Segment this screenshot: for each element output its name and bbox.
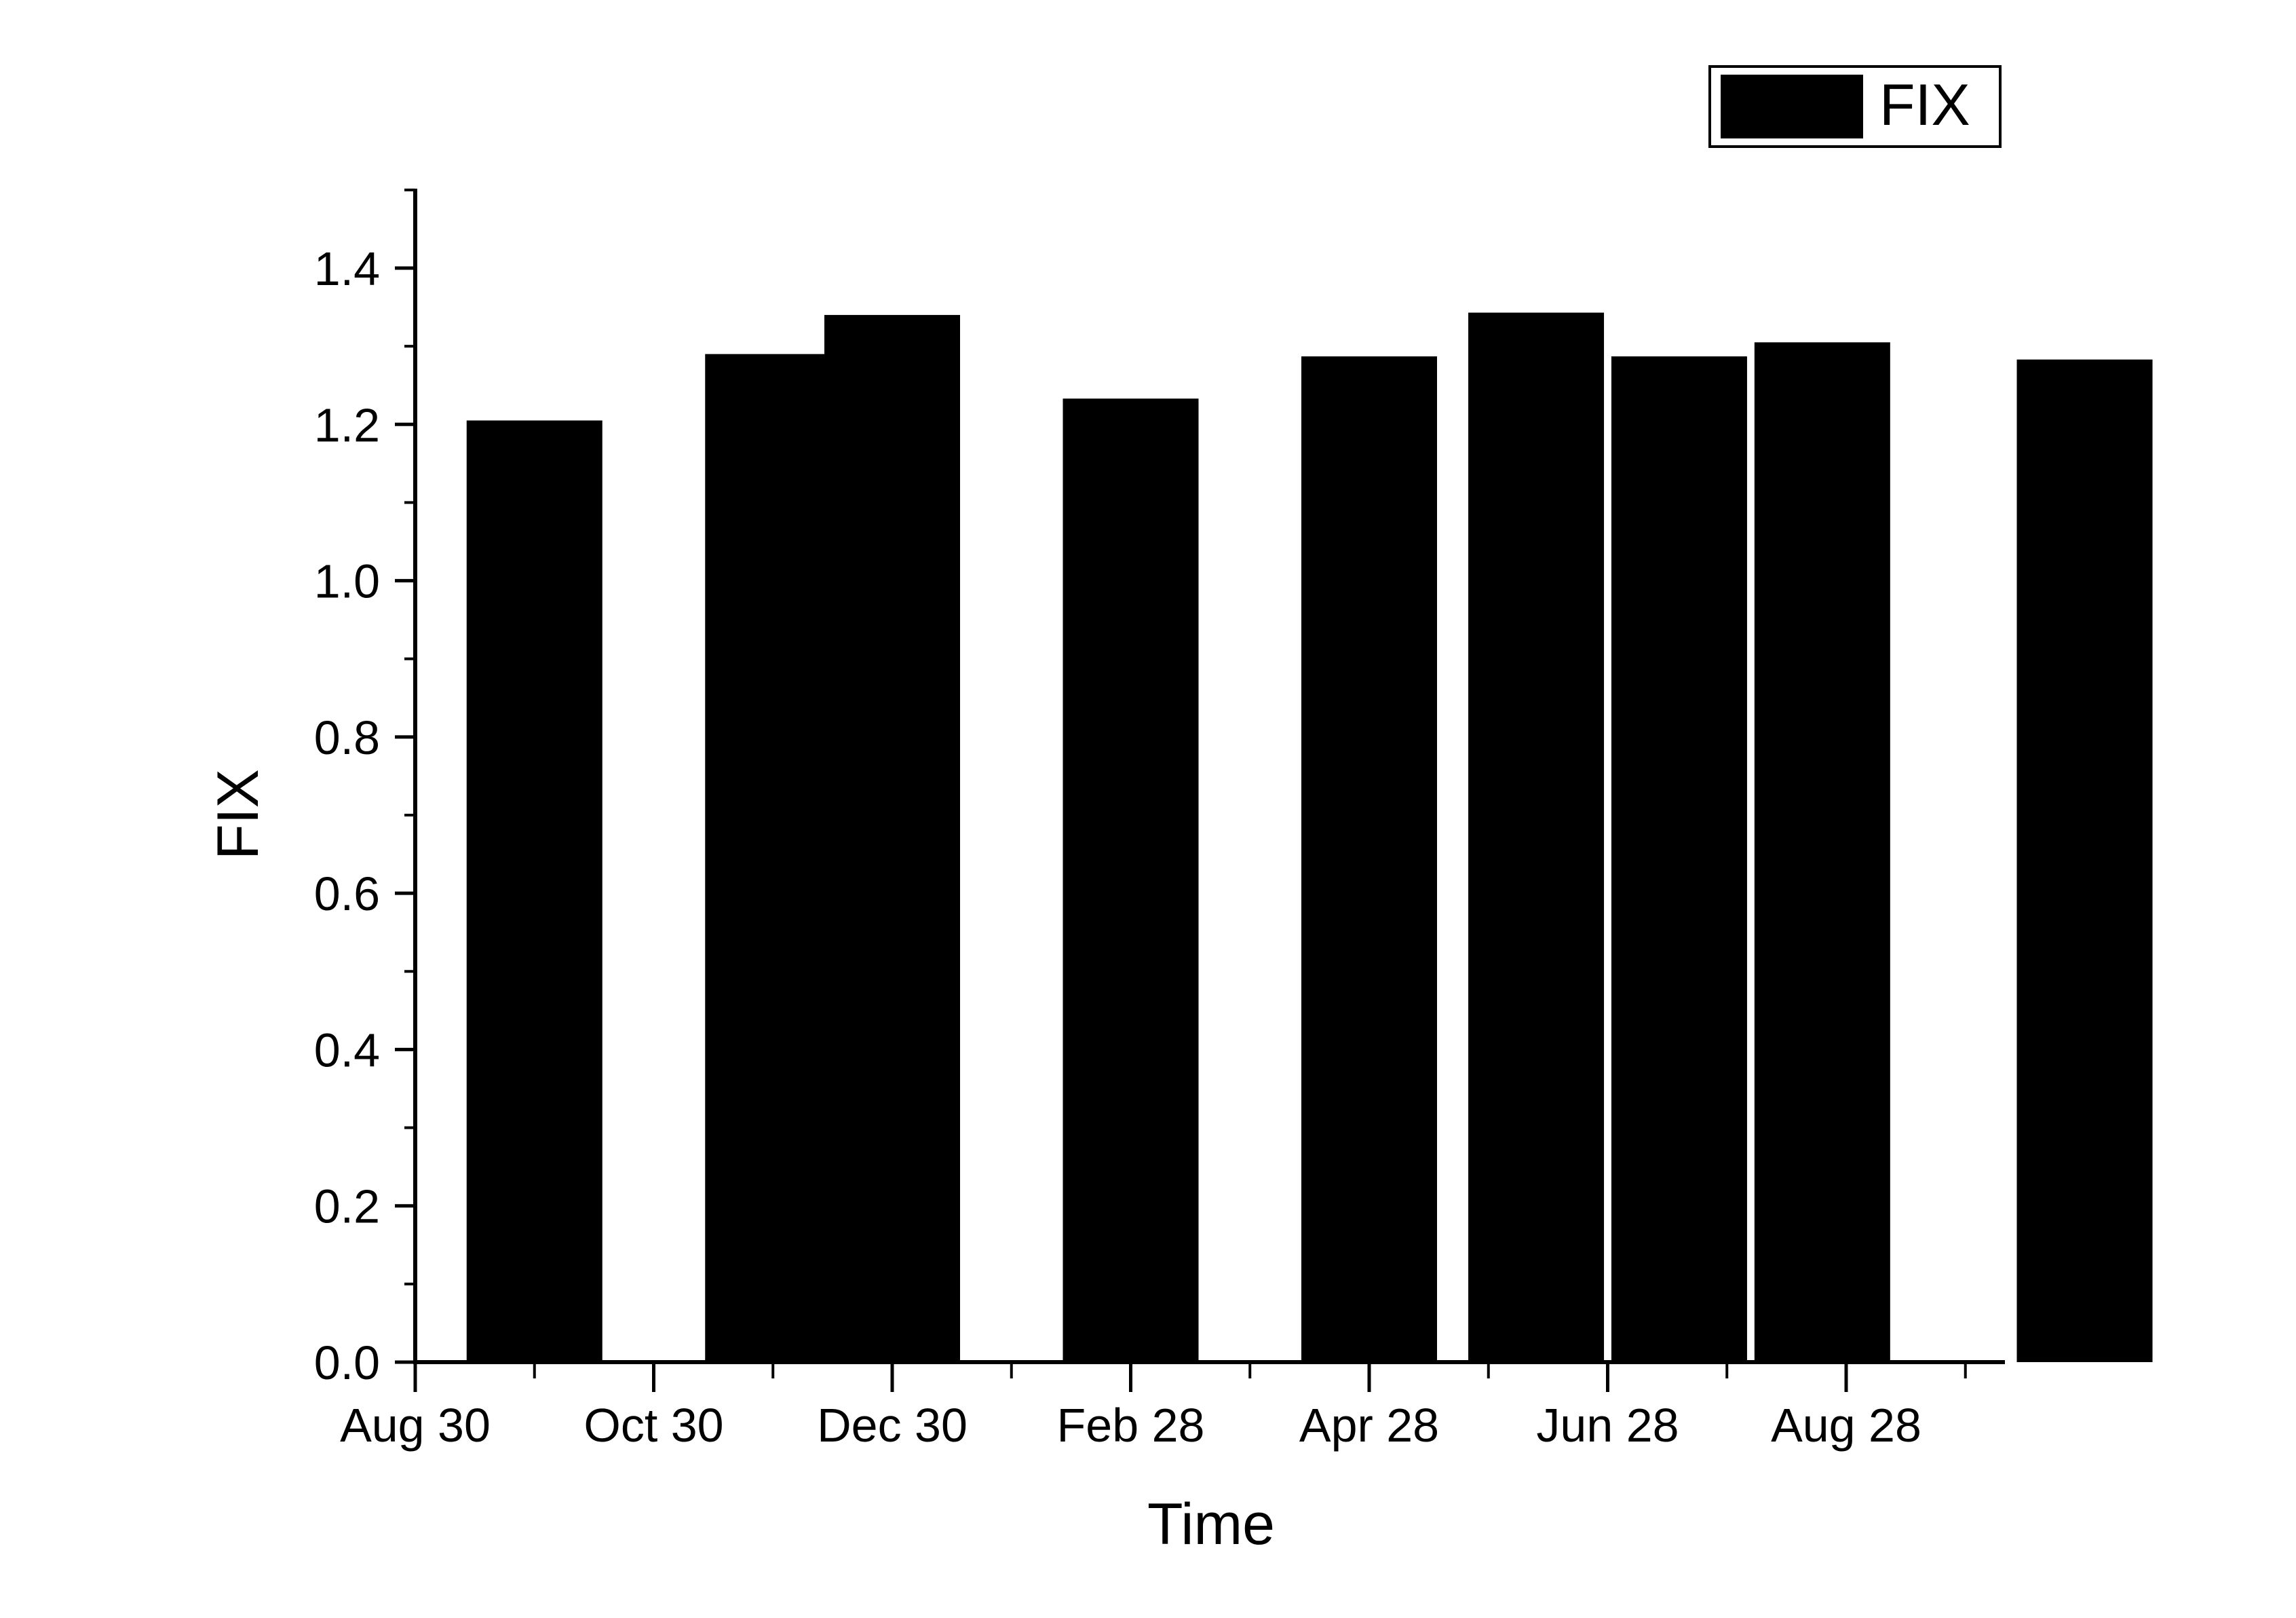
legend-label: FIX [1879, 73, 1970, 138]
x-tick-label: Aug 28 [1771, 1399, 1921, 1452]
y-tick-label: 1.0 [314, 555, 380, 608]
bars-layer [466, 312, 2153, 1363]
bar-fix-6 [1468, 312, 1605, 1362]
legend-swatch [1721, 75, 1863, 138]
bar-fix-2 [705, 354, 841, 1362]
y-axis-title: FIX [206, 769, 271, 860]
bar-fix-7 [1611, 356, 1747, 1362]
y-tick-label: 0.0 [314, 1336, 380, 1389]
x-tick-label: Feb 28 [1057, 1399, 1205, 1452]
y-tick-label: 0.4 [314, 1023, 380, 1076]
x-tick-label: Aug 30 [340, 1399, 491, 1452]
y-tick-label: 1.4 [314, 242, 380, 295]
bar-fix-1 [466, 420, 602, 1362]
x-axis-title: Time [1147, 1492, 1275, 1557]
bar-fix-5 [1301, 356, 1437, 1362]
x-tick-label: Apr 28 [1299, 1399, 1439, 1452]
axes-layer: 0.0 0.2 0.4 0.6 0.8 1.0 1.2 1.4 Aug 30 Oct 30 Dec … [314, 188, 2005, 1452]
bar-fix-8 [1754, 342, 1890, 1362]
y-tick-label: 0.2 [314, 1180, 380, 1233]
y-tick-label: 0.6 [314, 867, 380, 920]
bar-fix-3 [824, 315, 960, 1363]
x-tick-label: Oct 30 [583, 1399, 723, 1452]
y-tick-label: 0.8 [314, 711, 380, 764]
legend: FIX [1708, 65, 2002, 148]
bar-fix-4 [1063, 398, 1199, 1362]
x-tick-label: Dec 30 [817, 1399, 968, 1452]
x-tick-label: Jun 28 [1536, 1399, 1679, 1452]
y-tick-label: 1.2 [314, 398, 380, 451]
bar-fix-9 [2016, 359, 2153, 1362]
